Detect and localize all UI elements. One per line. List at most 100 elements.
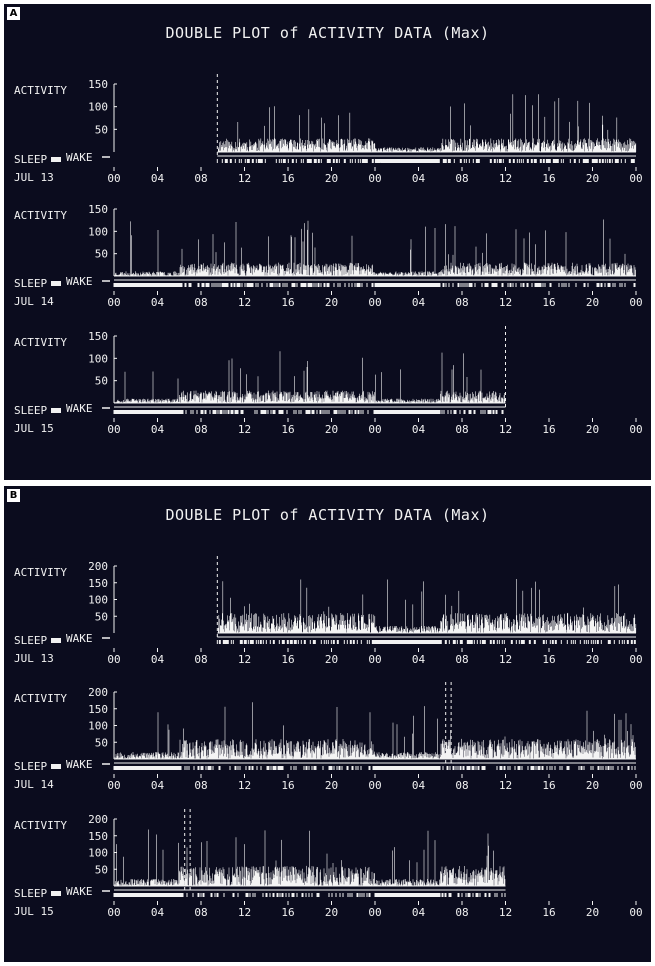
x-tick-label: 12 (499, 906, 512, 919)
x-tick-label: 08 (194, 423, 207, 436)
sleep-label: SLEEP (14, 760, 47, 773)
x-tick-label: 16 (542, 906, 555, 919)
sleep-state-track (113, 283, 636, 287)
x-tick-label: 04 (412, 172, 426, 185)
x-tick-label: 00 (107, 296, 120, 309)
x-tick-label: 00 (629, 906, 642, 919)
x-tick-label: 16 (542, 423, 555, 436)
activity-axis-label: ACTIVITY (14, 566, 67, 579)
y-tick-label: 100 (88, 847, 108, 860)
sleep-legend-swatch (51, 764, 61, 769)
x-tick-label: 16 (281, 779, 294, 792)
y-tick-label: 50 (95, 248, 108, 261)
sleep-legend-swatch (51, 638, 61, 643)
x-tick-label: 20 (586, 172, 599, 185)
activity-bars (114, 702, 636, 759)
x-tick-label: 12 (499, 423, 512, 436)
x-tick-label: 04 (151, 653, 165, 666)
activity-plot-a: ACTIVITY 150 100 50 SLEEP WAKE JUL 13 00 04 08 12 1… (14, 74, 643, 436)
wake-label: WAKE (66, 151, 93, 164)
sleep-label: SLEEP (14, 887, 47, 900)
y-tick-label: 150 (88, 78, 108, 91)
x-tick-label: 08 (455, 906, 468, 919)
x-tick-label: 00 (368, 653, 381, 666)
x-tick-label: 04 (151, 779, 165, 792)
x-tick-label: 20 (325, 653, 338, 666)
x-tick-label: 16 (542, 779, 555, 792)
x-tick-label: 00 (107, 779, 120, 792)
x-tick-label: 12 (499, 779, 512, 792)
day-label: JUL 14 (14, 778, 54, 791)
x-tick-label: 04 (151, 423, 165, 436)
x-tick-label: 12 (238, 423, 251, 436)
sleep-label: SLEEP (14, 153, 47, 166)
x-tick-label: 00 (629, 296, 642, 309)
x-tick-label: 04 (151, 296, 165, 309)
x-tick-label: 20 (586, 906, 599, 919)
y-tick-label: 50 (95, 736, 108, 749)
x-tick-label: 20 (325, 906, 338, 919)
y-tick-label: 150 (88, 577, 108, 590)
x-tick-label: 04 (151, 906, 165, 919)
wake-label: WAKE (66, 758, 93, 771)
x-tick-label: 16 (281, 653, 294, 666)
x-tick-label: 20 (586, 423, 599, 436)
x-tick-label: 12 (238, 172, 251, 185)
activity-bars (114, 351, 506, 403)
x-tick-label: 16 (281, 172, 294, 185)
activity-axis-label: ACTIVITY (14, 336, 67, 349)
x-tick-label: 16 (542, 172, 555, 185)
day-label: JUL 13 (14, 171, 54, 184)
day-label: JUL 15 (14, 422, 54, 435)
x-tick-label: 04 (412, 653, 426, 666)
y-tick-label: 100 (88, 720, 108, 733)
activity-axis-label: ACTIVITY (14, 84, 67, 97)
panel-b: B DOUBLE PLOT of ACTIVITY DATA (Max) ACT… (4, 486, 651, 962)
x-tick-label: 16 (542, 653, 555, 666)
x-tick-label: 08 (194, 779, 207, 792)
x-tick-label: 04 (151, 172, 165, 185)
x-tick-label: 00 (629, 779, 642, 792)
panel-title: DOUBLE PLOT of ACTIVITY DATA (Max) (165, 506, 490, 524)
x-tick-label: 20 (586, 296, 599, 309)
y-tick-label: 200 (88, 686, 108, 699)
x-tick-label: 00 (107, 172, 120, 185)
x-tick-label: 08 (194, 296, 207, 309)
x-tick-label: 08 (194, 172, 207, 185)
activity-bars (218, 579, 637, 633)
sleep-legend-swatch (51, 281, 61, 286)
y-tick-label: 50 (95, 863, 108, 876)
sleep-state-track (113, 893, 506, 897)
sleep-legend-swatch (51, 891, 61, 896)
x-tick-label: 08 (455, 172, 468, 185)
wake-label: WAKE (66, 885, 93, 898)
y-tick-label: 100 (88, 225, 108, 238)
x-tick-label: 08 (455, 779, 468, 792)
y-tick-label: 50 (95, 375, 108, 388)
sleep-label: SLEEP (14, 634, 47, 647)
x-tick-label: 20 (586, 653, 599, 666)
x-tick-label: 12 (499, 296, 512, 309)
sleep-label: SLEEP (14, 404, 47, 417)
x-tick-label: 00 (368, 296, 381, 309)
y-tick-label: 150 (88, 830, 108, 843)
x-tick-label: 12 (499, 172, 512, 185)
y-tick-label: 100 (88, 101, 108, 114)
panel-letter: B (7, 489, 20, 502)
x-tick-label: 08 (194, 906, 207, 919)
y-tick-label: 200 (88, 813, 108, 826)
x-tick-label: 20 (586, 779, 599, 792)
x-tick-label: 04 (412, 423, 426, 436)
y-tick-label: 150 (88, 703, 108, 716)
y-tick-label: 200 (88, 560, 108, 573)
x-tick-label: 00 (629, 423, 642, 436)
activity-axis-label: ACTIVITY (14, 209, 67, 222)
x-tick-label: 04 (412, 779, 426, 792)
x-tick-label: 16 (281, 296, 294, 309)
sleep-state-track (216, 640, 636, 644)
x-tick-label: 08 (455, 653, 468, 666)
day-label: JUL 13 (14, 652, 54, 665)
wake-label: WAKE (66, 402, 93, 415)
x-tick-label: 00 (107, 653, 120, 666)
x-tick-label: 16 (542, 296, 555, 309)
